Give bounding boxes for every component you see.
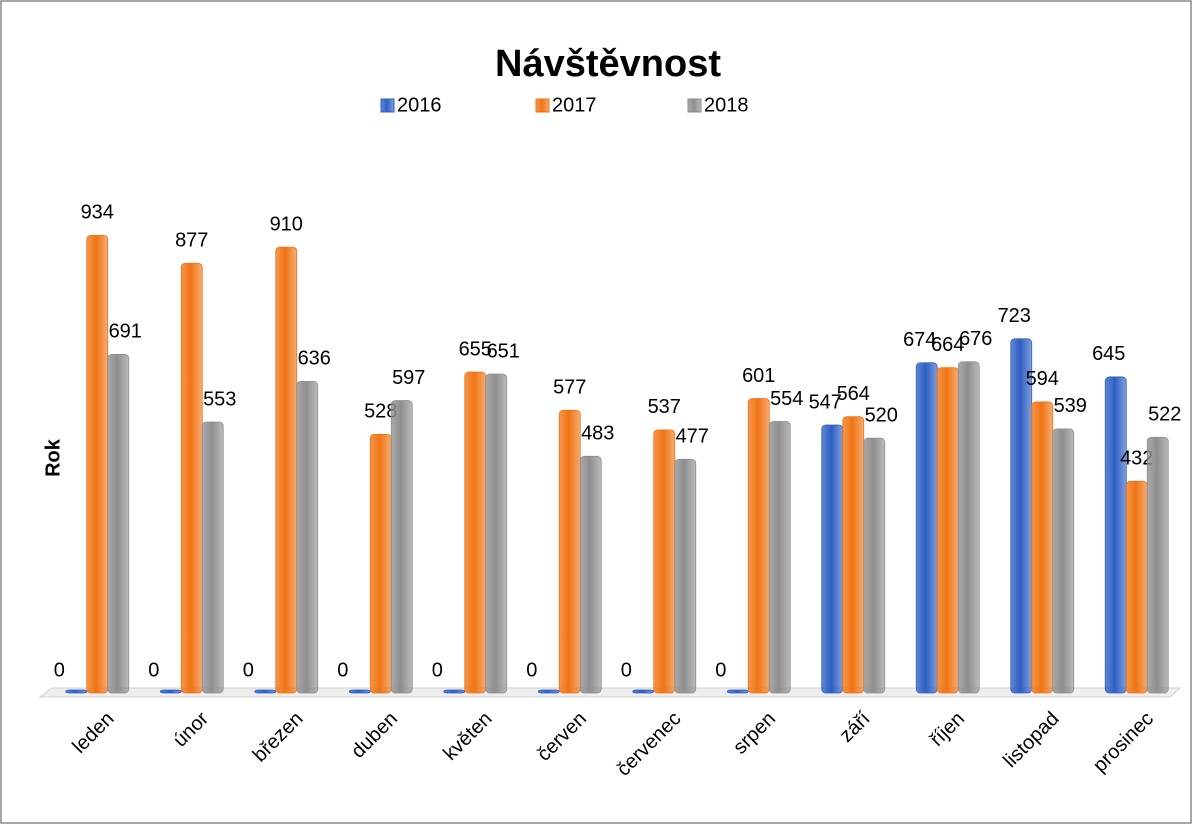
data-label: 594 [1026, 368, 1059, 390]
bar [842, 416, 865, 694]
data-label: 539 [1054, 395, 1087, 417]
data-label: 483 [581, 423, 614, 445]
bar [86, 234, 109, 694]
bar [275, 246, 298, 694]
bar [390, 400, 413, 694]
data-label: 934 [81, 202, 114, 224]
data-label: 674 [903, 329, 936, 351]
bar [558, 409, 581, 694]
bar [915, 362, 938, 694]
data-label: 0 [526, 659, 537, 681]
bar [1125, 480, 1148, 694]
data-label: 0 [621, 659, 632, 681]
data-label: 0 [243, 659, 254, 681]
bar [653, 429, 676, 694]
data-label: 597 [392, 367, 425, 389]
data-label: 676 [959, 328, 992, 350]
data-label: 723 [998, 305, 1031, 327]
bar [1104, 376, 1127, 694]
data-label: 0 [54, 659, 65, 681]
bar [159, 689, 182, 694]
data-label: 528 [364, 401, 397, 423]
data-label: 601 [742, 365, 775, 387]
data-label: 0 [715, 659, 726, 681]
data-label: 520 [865, 404, 898, 426]
bar [180, 262, 203, 694]
data-label: 554 [770, 388, 803, 410]
bar [957, 361, 980, 694]
data-label: 477 [676, 426, 709, 448]
bar [1010, 338, 1033, 694]
bar [1031, 401, 1054, 694]
data-label: 910 [270, 213, 303, 235]
bar [936, 367, 959, 694]
data-label: 553 [203, 388, 236, 410]
bar [443, 689, 466, 694]
legend-marker [380, 98, 395, 113]
bar [254, 689, 277, 694]
bar [747, 398, 770, 694]
data-label: 636 [298, 348, 331, 370]
data-label: 537 [648, 396, 681, 418]
bar [537, 689, 560, 694]
data-label: 564 [837, 383, 870, 405]
bar [768, 421, 791, 694]
bar [65, 689, 88, 694]
data-label: 655 [459, 338, 492, 360]
bar [863, 437, 886, 694]
legend-label: 2016 [397, 94, 442, 116]
data-label: 547 [809, 391, 842, 413]
bar [464, 371, 487, 694]
data-label: 645 [1092, 343, 1125, 365]
y-axis-label: Rok [42, 438, 64, 477]
legend-marker [687, 98, 702, 113]
bar [107, 354, 130, 694]
data-label: 522 [1148, 404, 1181, 426]
bar [1146, 436, 1169, 694]
legend-label: 2018 [704, 94, 749, 116]
legend-marker [535, 98, 550, 113]
legend-label: 2017 [552, 94, 597, 116]
data-label: 651 [487, 340, 520, 362]
data-label: 0 [432, 659, 443, 681]
bar [632, 689, 655, 694]
bar [369, 433, 392, 694]
bar [1052, 428, 1075, 694]
bar [821, 424, 844, 694]
data-label: 0 [148, 659, 159, 681]
bar [201, 421, 224, 694]
bar [296, 380, 319, 694]
bar [348, 689, 371, 694]
bar [674, 458, 697, 694]
bar [579, 455, 602, 694]
data-label: 877 [175, 230, 208, 252]
data-label: 432 [1120, 448, 1153, 470]
data-label: 691 [109, 321, 142, 343]
chart-title: Návštěvnost [495, 43, 721, 85]
bar [485, 373, 508, 694]
data-label: 664 [931, 334, 964, 356]
data-label: 577 [553, 377, 586, 399]
data-label: 0 [337, 659, 348, 681]
floor [38, 687, 1182, 698]
bar [726, 689, 749, 694]
